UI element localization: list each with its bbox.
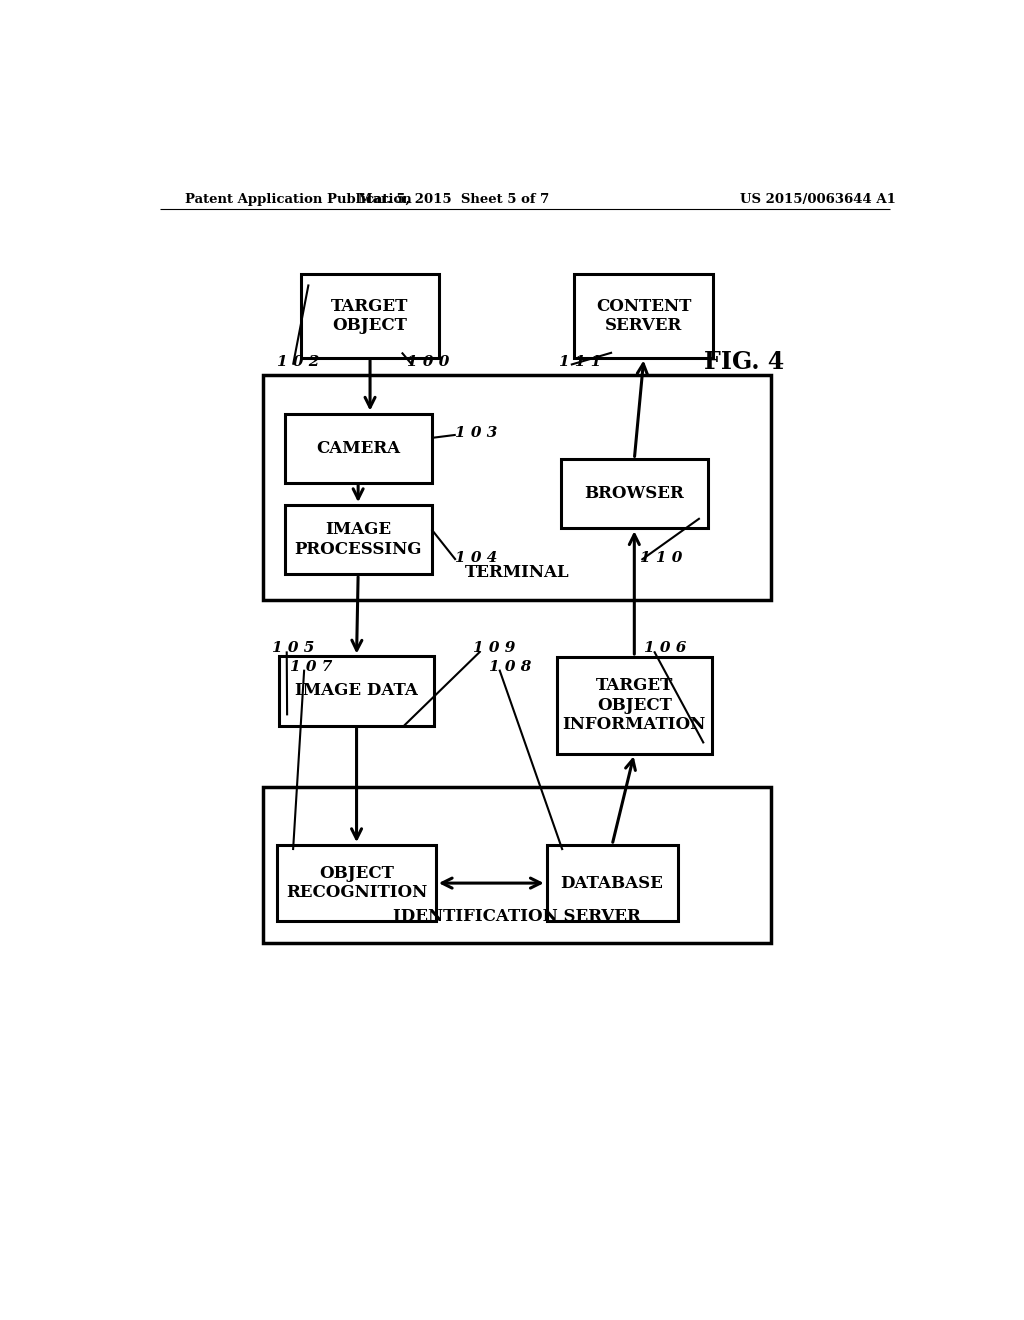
Text: 1 0 3: 1 0 3 — [455, 426, 498, 440]
Bar — [263, 787, 771, 942]
Bar — [301, 275, 439, 358]
Bar — [280, 656, 434, 726]
Text: 1 0 5: 1 0 5 — [272, 642, 314, 655]
Text: CONTENT
SERVER: CONTENT SERVER — [596, 297, 691, 334]
Text: 1 0 2: 1 0 2 — [278, 355, 319, 368]
Text: TARGET
OBJECT
INFORMATION: TARGET OBJECT INFORMATION — [563, 677, 706, 734]
Text: 1 0 8: 1 0 8 — [489, 660, 531, 673]
Text: TERMINAL: TERMINAL — [465, 564, 569, 581]
Bar — [278, 845, 436, 921]
Text: TARGET
OBJECT: TARGET OBJECT — [332, 297, 409, 334]
Bar — [547, 845, 678, 921]
Text: 1 1 1: 1 1 1 — [559, 355, 601, 368]
Text: Patent Application Publication: Patent Application Publication — [185, 193, 412, 206]
Text: IMAGE DATA: IMAGE DATA — [295, 682, 418, 700]
Bar — [263, 375, 771, 599]
Text: BROWSER: BROWSER — [585, 486, 684, 503]
Bar — [285, 413, 431, 483]
Text: FIG. 4: FIG. 4 — [705, 350, 784, 374]
Text: CAMERA: CAMERA — [316, 440, 400, 457]
Bar — [574, 275, 714, 358]
Bar — [561, 459, 708, 528]
Text: 1 1 0: 1 1 0 — [640, 550, 682, 565]
Text: IMAGE
PROCESSING: IMAGE PROCESSING — [294, 521, 422, 558]
Text: US 2015/0063644 A1: US 2015/0063644 A1 — [740, 193, 896, 206]
Bar — [285, 506, 431, 574]
Text: OBJECT
RECOGNITION: OBJECT RECOGNITION — [286, 865, 427, 902]
Text: 1 0 6: 1 0 6 — [644, 642, 686, 655]
Text: Mar. 5, 2015  Sheet 5 of 7: Mar. 5, 2015 Sheet 5 of 7 — [357, 193, 549, 206]
Text: DATABASE: DATABASE — [561, 875, 664, 891]
Text: 1 0 9: 1 0 9 — [473, 642, 516, 655]
Text: 1 0 7: 1 0 7 — [290, 660, 332, 673]
Text: 1 0 4: 1 0 4 — [455, 550, 498, 565]
Text: IDENTIFICATION SERVER: IDENTIFICATION SERVER — [393, 908, 641, 925]
Bar — [557, 657, 712, 754]
Text: 1 0 0: 1 0 0 — [408, 355, 450, 368]
